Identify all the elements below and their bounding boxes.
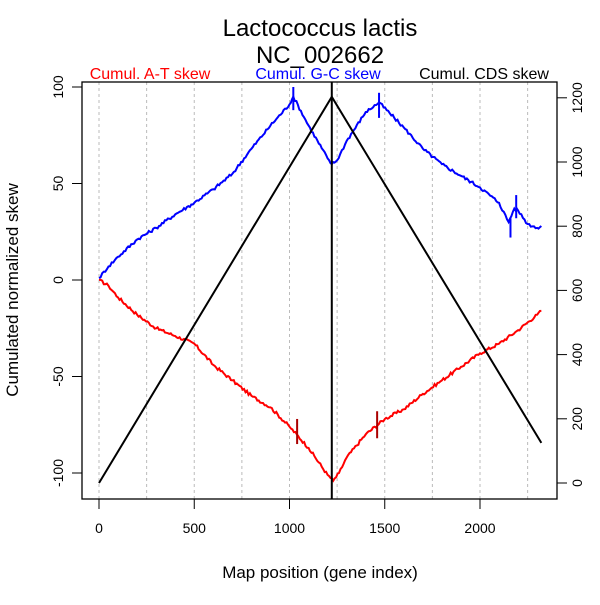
chart-title: Lactococcus lactis [223, 15, 418, 42]
chart-subtitle: NC_002662 [256, 42, 384, 69]
y-right-tick-label: 1200 [569, 82, 585, 113]
y-left-tick-label: 50 [50, 176, 66, 192]
x-tick-label: 2000 [464, 520, 495, 536]
legend-at: Cumul. A-T skew [90, 66, 211, 83]
y-right-tick-label: 600 [569, 279, 585, 303]
x-tick-label: 0 [95, 520, 103, 536]
x-tick-label: 500 [183, 520, 207, 536]
y-left-tick-label: 0 [50, 276, 66, 284]
y-right-tick-label: 0 [569, 479, 585, 487]
y-right-tick-label: 1000 [569, 146, 585, 177]
y-right-tick-label: 200 [569, 407, 585, 431]
legend-cds: Cumul. CDS skew [419, 66, 549, 83]
series-line-0 [98, 278, 542, 483]
y-axis-label: Cumulated normalized skew [3, 183, 22, 397]
series-line-2 [98, 94, 543, 484]
series-line-1 [98, 94, 542, 279]
x-axis-label: Map position (gene index) [222, 563, 418, 582]
x-tick-label: 1500 [369, 520, 400, 536]
y-right-tick-label: 800 [569, 214, 585, 238]
y-left-tick-label: 100 [50, 75, 66, 99]
y-left-tick-label: -50 [50, 366, 66, 386]
y-right-tick-label: 400 [569, 343, 585, 367]
legend-gc: Cumul. G-C skew [255, 66, 381, 83]
x-tick-label: 1000 [274, 520, 305, 536]
plot-frame [81, 81, 558, 500]
y-left-tick-label: -100 [50, 459, 66, 487]
